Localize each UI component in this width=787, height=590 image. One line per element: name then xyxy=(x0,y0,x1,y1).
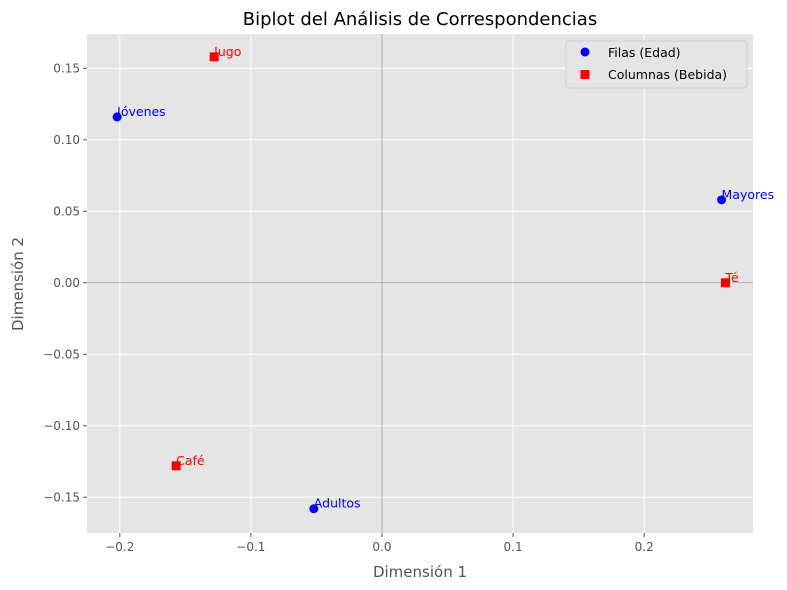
point-label: Jugo xyxy=(213,44,241,59)
y-axis-label: Dimensión 2 xyxy=(9,237,27,331)
reference-lines xyxy=(87,34,753,533)
legend: Filas (Edad) Columnas (Bebida) xyxy=(565,40,748,89)
legend-marker-columns xyxy=(580,70,590,79)
column-point-marker xyxy=(209,52,219,62)
column-point-marker xyxy=(171,461,181,471)
x-axis-label: Dimensión 1 xyxy=(373,563,467,581)
legend-label-rows: Filas (Edad) xyxy=(608,45,681,60)
y-axis-ticks: −0.15 −0.10 −0.05 0.00 0.05 0.10 0.15 xyxy=(43,61,87,504)
point-label: Adultos xyxy=(314,496,361,511)
x-tick-label: −0.1 xyxy=(236,540,265,554)
y-tick-label: 0.00 xyxy=(53,276,80,290)
y-tick-label: 0.15 xyxy=(53,61,80,75)
point-label: Té xyxy=(724,270,739,285)
chart-title: Biplot del Análisis de Correspondencias xyxy=(243,9,597,30)
point-label: Café xyxy=(176,453,205,468)
legend-box xyxy=(565,40,748,89)
row-point-marker xyxy=(112,112,122,122)
x-tick-label: −0.2 xyxy=(105,540,134,554)
point-label: Jóvenes xyxy=(116,104,166,119)
x-tick-label: 0.2 xyxy=(635,540,654,554)
data-points: Jóvenes Adultos Mayores Jugo Café Té xyxy=(112,44,775,514)
legend-label-columns: Columnas (Bebida) xyxy=(608,67,727,82)
row-point-marker xyxy=(717,195,727,205)
y-tick-label: −0.15 xyxy=(43,490,80,504)
x-tick-label: 0.0 xyxy=(372,540,391,554)
point-label: Mayores xyxy=(722,187,775,202)
x-tick-label: 0.1 xyxy=(504,540,523,554)
y-tick-label: 0.05 xyxy=(53,204,80,218)
x-axis-ticks: −0.2 −0.1 0.0 0.1 0.2 xyxy=(105,533,654,554)
y-tick-label: −0.05 xyxy=(43,347,80,361)
legend-marker-rows xyxy=(580,47,590,57)
column-point-marker xyxy=(720,278,730,288)
row-point-marker xyxy=(309,504,319,514)
y-tick-label: 0.10 xyxy=(53,133,80,147)
plot-area xyxy=(87,34,753,533)
y-tick-label: −0.10 xyxy=(43,419,80,433)
